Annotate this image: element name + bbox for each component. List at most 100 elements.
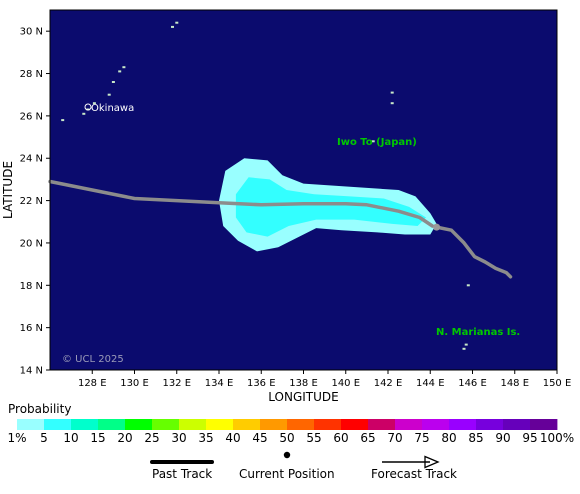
legend-label: 20 <box>117 431 132 445</box>
current-position-marker <box>433 223 441 231</box>
past-track-line <box>48 179 435 228</box>
x-tick-label: 140 E <box>331 378 360 389</box>
x-tick-label: 138 E <box>289 378 318 389</box>
legend-label: 5 <box>40 431 48 445</box>
legend-swatch <box>395 419 423 430</box>
legend-swatch <box>125 419 153 430</box>
island <box>82 112 86 115</box>
x-tick-label: 132 E <box>162 378 191 389</box>
y-tick-label: 28 N <box>20 69 43 80</box>
island <box>466 284 470 287</box>
island <box>462 347 466 350</box>
legend-label: 40 <box>225 431 240 445</box>
legend-label: 80 <box>441 431 456 445</box>
x-tick-label: 134 E <box>205 378 234 389</box>
key-forecast-track-label: Forecast Track <box>371 467 457 481</box>
legend-swatch <box>233 419 261 430</box>
legend-label: 45 <box>252 431 267 445</box>
legend-label: 90 <box>495 431 510 445</box>
island <box>390 102 394 105</box>
probability-zone-inner <box>235 177 426 237</box>
key-past-track-label: Past Track <box>152 467 213 481</box>
legend-swatch <box>530 419 558 430</box>
legend-label: 50 <box>279 431 294 445</box>
legend-label: 30 <box>171 431 186 445</box>
y-tick-label: 24 N <box>20 154 43 165</box>
legend-label: 1% <box>7 431 26 445</box>
city-label-okinawa: Okinawa <box>91 103 134 114</box>
y-tick-label: 14 N <box>20 366 43 377</box>
island <box>175 21 179 24</box>
legend-label: 55 <box>306 431 321 445</box>
island <box>464 343 468 346</box>
x-tick-label: 130 E <box>120 378 149 389</box>
storm-tracks <box>48 179 513 279</box>
region-label-iwo-to: Iwo To (Japan) <box>337 137 417 148</box>
legend-label: 60 <box>333 431 348 445</box>
legend-title: Probability <box>8 402 72 416</box>
legend-swatch <box>260 419 288 430</box>
y-tick-label: 26 N <box>20 111 43 122</box>
key-current-position-label: Current Position <box>239 467 335 481</box>
legend-swatch <box>17 419 45 430</box>
legend-label: 100% <box>540 431 574 445</box>
island <box>111 81 115 83</box>
legend-swatch <box>179 419 207 430</box>
legend-swatch <box>44 419 72 430</box>
y-tick-label: 20 N <box>20 238 43 249</box>
x-tick-label: 136 E <box>247 378 276 389</box>
x-axis-label: LONGITUDE <box>268 390 338 404</box>
legend-label: 95 <box>522 431 537 445</box>
island <box>122 66 126 69</box>
region-label-marianas: N. Marianas Is. <box>436 327 520 338</box>
island <box>171 25 174 28</box>
legend-swatch <box>287 419 315 430</box>
legend-swatch <box>314 419 342 430</box>
x-tick-label: 142 E <box>374 378 403 389</box>
legend-label: 75 <box>414 431 429 445</box>
island <box>61 119 65 122</box>
x-tick-label: 150 E <box>543 378 572 389</box>
x-tick-label: 146 E <box>458 378 487 389</box>
legend-swatch <box>368 419 396 430</box>
y-tick-label: 22 N <box>20 196 43 207</box>
y-tick-label: 30 N <box>20 27 43 38</box>
legend-label: 70 <box>387 431 402 445</box>
islands <box>61 21 470 350</box>
legend-label: 10 <box>63 431 78 445</box>
island <box>371 140 375 143</box>
y-axis-label: LATITUDE <box>1 161 15 219</box>
legend-label: 85 <box>468 431 483 445</box>
island <box>92 102 96 105</box>
legend-swatch <box>476 419 504 430</box>
legend-swatch <box>71 419 99 430</box>
x-tick-label: 144 E <box>416 378 445 389</box>
probability-scale-labels: 1% 5 10 15 20 25 30 35 40 45 50 55 60 65 70 75 80 85 90 95 1… <box>7 431 574 445</box>
current-position-key-dot <box>283 451 291 459</box>
legend-swatch <box>152 419 180 430</box>
y-axis-ticks: 14 N 16 N 18 N 20 N 22 N 24 N 26 N 28 N 30 N <box>20 27 50 377</box>
track-extension-line <box>434 225 513 279</box>
y-tick-label: 16 N <box>20 323 43 334</box>
legend-swatch <box>503 419 531 430</box>
legend-swatch <box>422 419 450 430</box>
legend-swatch <box>449 419 477 430</box>
y-tick-label: 18 N <box>20 281 43 292</box>
legend-swatch <box>341 419 369 430</box>
island <box>118 70 122 73</box>
legend-label: 25 <box>144 431 159 445</box>
forecast-track-arrowhead-icon <box>424 455 440 469</box>
x-axis-ticks: 128 E 130 E 132 E 134 E 136 E 138 E 140 E 142 E… <box>78 370 571 389</box>
island <box>107 93 111 96</box>
legend-label: 15 <box>90 431 105 445</box>
city-marker-icon <box>84 103 92 111</box>
probability-color-scale <box>17 419 558 430</box>
copyright-watermark: © UCL 2025 <box>62 354 124 365</box>
x-tick-label: 148 E <box>500 378 529 389</box>
legend-swatch <box>206 419 234 430</box>
legend-label: 65 <box>360 431 375 445</box>
legend-swatch <box>98 419 126 430</box>
x-tick-label: 128 E <box>78 378 107 389</box>
island <box>390 91 394 94</box>
